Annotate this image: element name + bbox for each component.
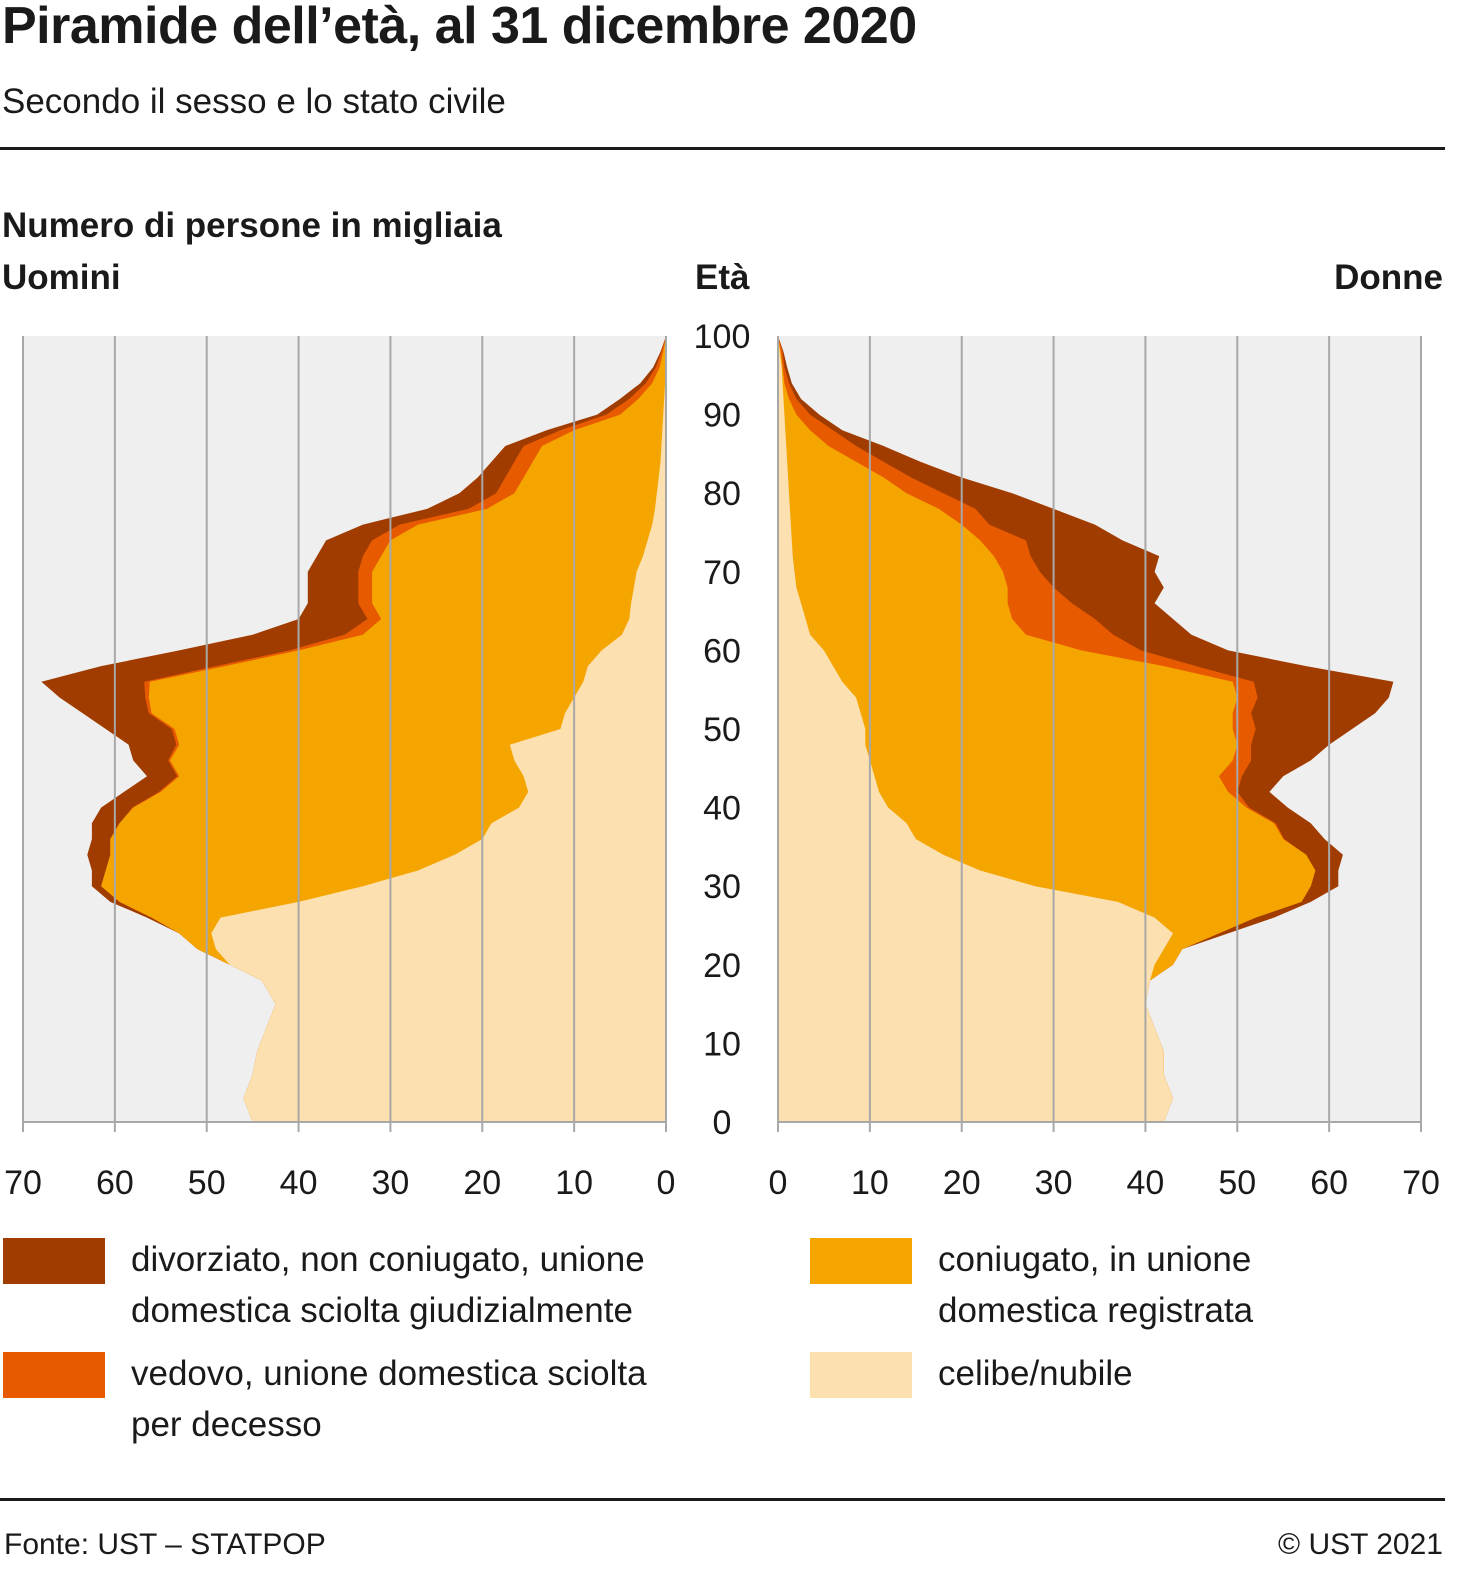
footer-rule: [0, 1498, 1445, 1501]
x-tick-label-men-0: 0: [657, 1164, 676, 1202]
legend-swatch-single: [810, 1352, 912, 1398]
legend-label-single: celibe/nubile: [938, 1354, 1133, 1393]
age-tick-label-40: 40: [703, 790, 741, 828]
x-tick-label-women-20: 20: [943, 1164, 981, 1202]
age-tick-label-30: 30: [703, 868, 741, 906]
legend-label-divorced: divorziato, non coniugato, unione domest…: [131, 1240, 645, 1330]
unit-label: Numero di persone in migliaia: [2, 206, 502, 245]
x-tick-label-women-60: 60: [1310, 1164, 1348, 1202]
legend-swatch-married: [810, 1238, 912, 1284]
age-axis-label: Età: [695, 258, 750, 297]
legend-swatch-divorced: [3, 1238, 105, 1284]
x-tick-label-women-40: 40: [1127, 1164, 1165, 1202]
age-tick-label-60: 60: [703, 632, 741, 670]
age-tick-label-80: 80: [703, 475, 741, 513]
source-note: Fonte: UST – STATPOP: [4, 1528, 326, 1561]
chart-subtitle: Secondo il sesso e lo stato civile: [2, 82, 506, 121]
x-tick-label-men-30: 30: [372, 1164, 410, 1202]
x-tick-label-men-50: 50: [188, 1164, 226, 1202]
women-label: Donne: [1334, 258, 1443, 297]
x-tick-label-men-60: 60: [96, 1164, 134, 1202]
age-tick-label-0: 0: [713, 1104, 732, 1142]
x-tick-label-men-20: 20: [463, 1164, 501, 1202]
men-label: Uomini: [2, 258, 121, 297]
legend-label-married: coniugato, in unione domestica registrat…: [938, 1240, 1254, 1330]
header-rule: [0, 147, 1445, 150]
population-pyramid-chart: 0 10 20 30 40 50 60 70 0 10 20 30 40 50 60 70 0 10 20 30 40 5…: [4, 318, 1440, 1202]
age-tick-label-100: 100: [694, 318, 751, 356]
chart-title: Piramide dell’età, al 31 dicembre 2020: [2, 0, 917, 55]
x-tick-label-women-50: 50: [1218, 1164, 1256, 1202]
x-tick-label-men-10: 10: [555, 1164, 593, 1202]
copyright-note: © UST 2021: [1278, 1528, 1443, 1561]
age-tick-label-90: 90: [703, 397, 741, 435]
x-tick-label-men-40: 40: [280, 1164, 318, 1202]
age-tick-label-50: 50: [703, 711, 741, 749]
x-tick-label-women-0: 0: [769, 1164, 788, 1202]
age-tick-label-20: 20: [703, 947, 741, 985]
age-tick-label-70: 70: [703, 554, 741, 592]
x-tick-label-women-30: 30: [1035, 1164, 1073, 1202]
legend-label-widowed: vedovo, unione domestica sciolta per dec…: [131, 1354, 647, 1444]
x-tick-label-women-70: 70: [1402, 1164, 1440, 1202]
area-men-single: [211, 336, 667, 1122]
area-women-single: [778, 336, 1173, 1122]
x-tick-label-women-10: 10: [851, 1164, 889, 1202]
legend-swatch-widowed: [3, 1352, 105, 1398]
age-tick-label-10: 10: [703, 1025, 741, 1063]
x-tick-label-men-70: 70: [4, 1164, 42, 1202]
